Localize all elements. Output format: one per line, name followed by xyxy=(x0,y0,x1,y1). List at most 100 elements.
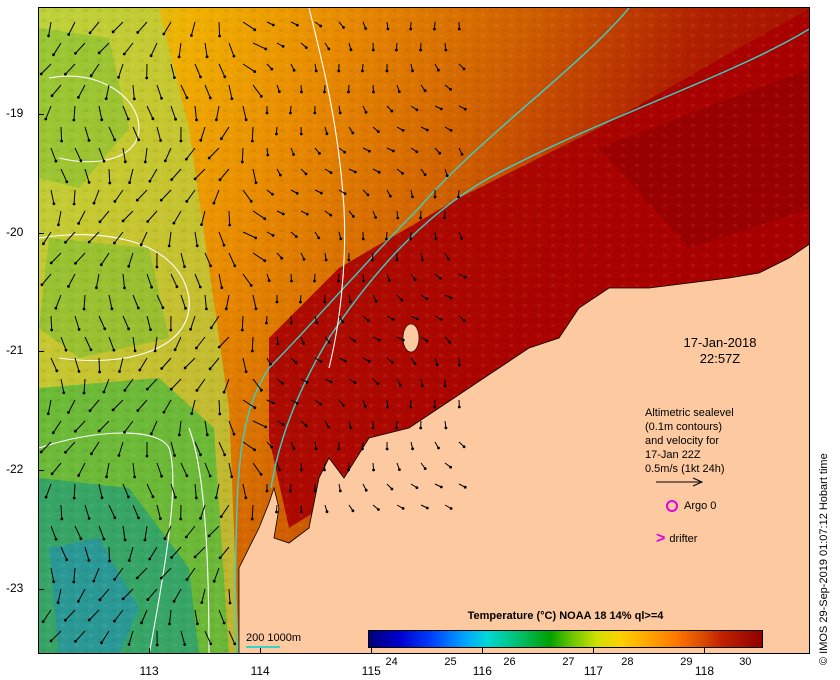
colorbar-tick-label: 25 xyxy=(444,656,457,668)
velocity-arrow-head xyxy=(425,128,429,132)
velocity-arrow-head xyxy=(74,261,77,265)
velocity-arrow xyxy=(220,504,230,517)
velocity-arrow-head xyxy=(87,139,91,142)
velocity-arrow xyxy=(75,42,86,54)
velocity-arrow-head xyxy=(74,51,77,55)
velocity-arrow-head xyxy=(415,486,419,490)
velocity-arrow-head xyxy=(72,202,76,206)
velocity-arrow xyxy=(201,588,206,603)
velocity-arrow xyxy=(139,357,148,371)
velocity-arrow-head xyxy=(328,341,331,344)
velocity-arrow-head xyxy=(390,109,394,113)
velocity-arrow-head xyxy=(155,643,159,647)
velocity-arrow-head xyxy=(113,200,117,203)
velocity-arrow-head xyxy=(220,137,223,141)
velocity-arrow-head xyxy=(100,496,104,500)
velocity-arrow xyxy=(98,105,103,120)
velocity-arrow xyxy=(124,420,134,433)
velocity-arrow-head xyxy=(289,111,292,115)
velocity-arrow xyxy=(88,231,100,243)
velocity-arrow xyxy=(98,42,110,54)
velocity-arrow-head xyxy=(351,509,355,513)
velocity-arrow-head xyxy=(439,276,442,280)
velocity-arrow-head xyxy=(391,361,394,364)
velocity-arrow-head xyxy=(208,367,212,371)
velocity-arrow xyxy=(93,567,100,582)
velocity-arrow-head xyxy=(148,557,152,561)
velocity-arrow-head xyxy=(159,517,162,520)
velocity-arrow xyxy=(122,105,129,120)
velocity-arrow-head xyxy=(290,279,293,283)
velocity-arrow xyxy=(180,462,188,476)
velocity-arrow-head xyxy=(232,54,236,58)
velocity-arrow xyxy=(194,168,206,180)
velocity-arrow-head xyxy=(413,278,417,281)
velocity-arrow xyxy=(129,168,134,183)
velocity-arrow-head xyxy=(139,243,143,247)
velocity-arrow-head xyxy=(205,55,209,59)
velocity-arrow xyxy=(50,525,57,540)
velocity-arrow-head xyxy=(62,391,66,395)
velocity-arrow xyxy=(228,420,235,435)
velocity-arrow xyxy=(42,609,52,622)
velocity-arrow-head xyxy=(271,23,275,27)
velocity-arrow xyxy=(84,126,90,141)
velocity-arrow-head xyxy=(72,118,76,122)
velocity-arrow xyxy=(50,189,55,204)
velocity-arrow xyxy=(122,147,126,162)
velocity-arrow xyxy=(228,462,233,477)
velocity-arrow-head xyxy=(77,222,80,225)
velocity-arrow-head xyxy=(159,576,163,580)
velocity-arrow-head xyxy=(439,485,443,489)
velocity-arrow xyxy=(213,189,220,204)
velocity-arrow-head xyxy=(253,406,257,409)
velocity-arrow-head xyxy=(230,97,234,101)
sst-map[interactable] xyxy=(38,7,810,654)
velocity-arrow-head xyxy=(199,516,202,520)
velocity-arrow xyxy=(137,21,148,33)
velocity-arrow-head xyxy=(460,152,464,156)
velocity-arrow-head xyxy=(352,215,355,218)
velocity-arrow-head xyxy=(395,258,399,262)
velocity-arrow-head xyxy=(218,412,222,416)
colorbar-tick-label: 27 xyxy=(562,656,575,668)
velocity-arrow-head xyxy=(179,517,183,521)
lon-tick-mark xyxy=(371,648,373,654)
velocity-arrow-head xyxy=(318,152,321,155)
velocity-arrow-head xyxy=(136,409,140,412)
velocity-arrow-head xyxy=(372,90,375,94)
velocity-arrow-head xyxy=(391,149,395,153)
velocity-arrow-head xyxy=(160,367,164,370)
velocity-arrow xyxy=(105,84,110,99)
legend-line-1: Altimetric sealevel xyxy=(645,407,734,419)
velocity-arrow-head xyxy=(133,475,136,479)
velocity-arrow-head xyxy=(77,328,81,331)
velocity-arrow xyxy=(84,546,90,561)
lon-tick-label: 114 xyxy=(250,664,270,678)
velocity-arrow xyxy=(186,147,196,160)
velocity-arrow xyxy=(108,504,116,518)
lat-tick-mark xyxy=(38,351,44,353)
velocity-arrow-head xyxy=(207,534,211,538)
velocity-arrow-head xyxy=(207,156,211,160)
velocity-arrow-head xyxy=(377,338,381,342)
velocity-arrow xyxy=(74,357,80,372)
velocity-arrow xyxy=(146,378,158,390)
velocity-arrow-head xyxy=(317,236,321,240)
velocity-arrow-head xyxy=(419,426,423,430)
velocity-arrow xyxy=(149,546,158,560)
lon-tick-label: 116 xyxy=(472,664,492,678)
velocity-arrow-head xyxy=(155,265,159,269)
velocity-arrow xyxy=(252,252,265,262)
velocity-arrow-head xyxy=(449,87,452,91)
velocity-arrow xyxy=(184,357,196,369)
velocity-arrow-head xyxy=(136,31,140,34)
velocity-arrow-head xyxy=(348,300,352,304)
velocity-arrow xyxy=(251,336,254,352)
velocity-arrow-head xyxy=(347,468,350,472)
velocity-arrow-head xyxy=(74,639,77,643)
velocity-arrow-head xyxy=(349,48,353,52)
velocity-arrow xyxy=(60,546,68,561)
velocity-arrow xyxy=(60,126,63,142)
velocity-arrow-head xyxy=(387,279,391,282)
